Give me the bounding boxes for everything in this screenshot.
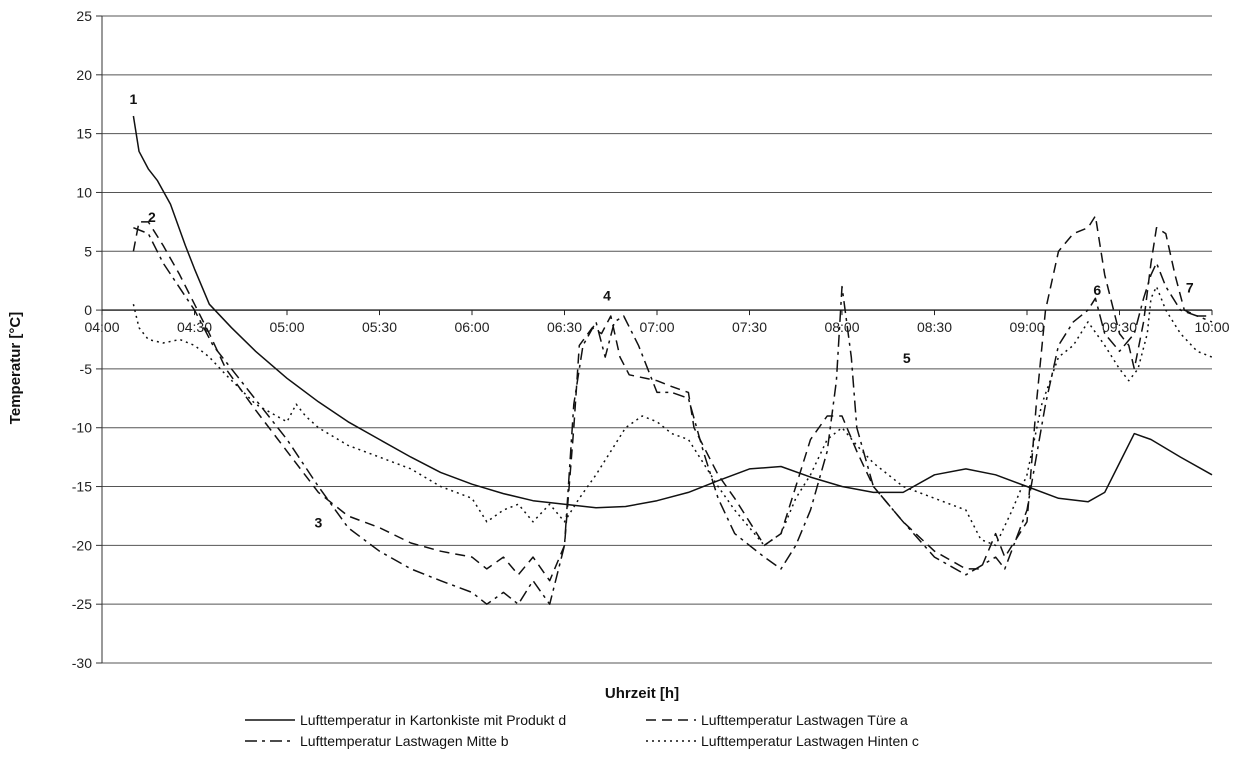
- x-tick-label: 09:00: [1009, 319, 1044, 335]
- annotation-label: 6: [1093, 282, 1101, 298]
- annotation-label: 3: [315, 515, 323, 531]
- annotation-label: 7: [1186, 279, 1194, 295]
- annotation-label: 2: [148, 209, 156, 225]
- x-tick-label: 09:30: [1102, 319, 1137, 335]
- x-tick-label: 10:00: [1194, 319, 1229, 335]
- y-tick-label: 15: [76, 126, 92, 142]
- x-tick-label: 06:30: [547, 319, 582, 335]
- y-tick-label: 20: [76, 67, 92, 83]
- x-tick-label: 05:00: [269, 319, 304, 335]
- series-lines: [132, 115, 1213, 605]
- y-tick-label: -20: [72, 537, 92, 553]
- x-tick-label: 07:30: [732, 319, 767, 335]
- x-tick-label: 06:00: [454, 319, 489, 335]
- annotation-label: 1: [130, 91, 138, 107]
- series-annotations: 1 2 3 4 5 6 7: [130, 91, 1194, 530]
- x-tick-label: 07:00: [639, 319, 674, 335]
- x-axis-title: Uhrzeit [h]: [605, 685, 679, 702]
- annotation-label: 4: [603, 288, 611, 304]
- x-axis-tick-labels: 04:00 04:30 05:00 05:30 06:00 06:30 07:00 07:30…: [84, 310, 1230, 335]
- x-tick-label: 04:00: [84, 319, 119, 335]
- y-tick-label: 10: [76, 184, 92, 200]
- y-tick-label: -25: [72, 596, 92, 612]
- x-tick-label: 08:00: [824, 319, 859, 335]
- legend-label: Lufttemperatur Lastwagen Mitte b: [300, 733, 509, 749]
- legend-label: Lufttemperatur Lastwagen Türe a: [701, 712, 908, 728]
- y-tick-label: 25: [76, 8, 92, 24]
- y-tick-label: 5: [84, 243, 92, 259]
- y-axis-title: Temperatur [°C]: [7, 312, 24, 424]
- x-tick-label: 04:30: [177, 319, 212, 335]
- y-tick-label: -15: [72, 479, 92, 495]
- annotation-label: 5: [903, 350, 911, 366]
- x-tick-label: 05:30: [362, 319, 397, 335]
- y-tick-label: -5: [80, 361, 93, 377]
- horizontal-gridlines: [96, 15, 1212, 664]
- series-line-1: [132, 115, 1213, 509]
- y-tick-label: -30: [72, 655, 92, 671]
- series-line-3: [133, 227, 1213, 605]
- x-tick-label: 08:30: [917, 319, 952, 335]
- y-tick-label: -10: [72, 420, 92, 436]
- y-tick-label: 0: [84, 302, 92, 318]
- legend-label: Lufttemperatur in Kartonkiste mit Produk…: [300, 712, 566, 728]
- series-line-2: [132, 215, 1212, 582]
- legend-label: Lufttemperatur Lastwagen Hinten c: [701, 733, 919, 749]
- legend: Lufttemperatur in Kartonkiste mit Produk…: [245, 712, 919, 749]
- series-line-4: [132, 285, 1213, 547]
- y-axis-tick-labels: 25 20 15 10 5 0 -5 -10 -15 -20 -25 -30: [72, 8, 92, 671]
